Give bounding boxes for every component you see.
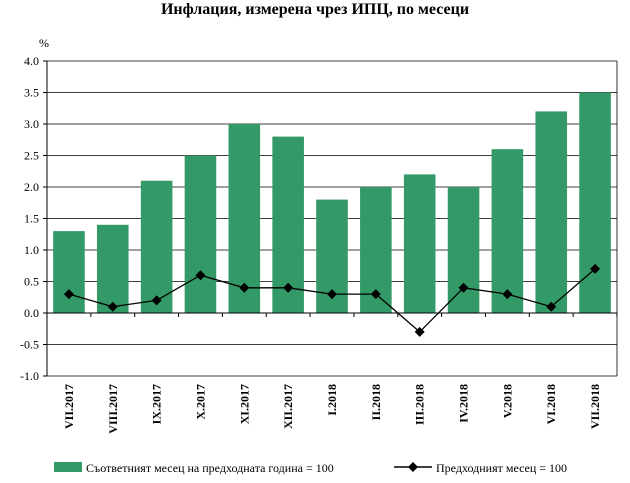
x-tick-label: XI.2017 bbox=[237, 384, 251, 424]
x-tick-labels: VII.2017 VIII.2017 IX.2017 X.2017 XI.2017 XII… bbox=[62, 384, 602, 434]
x-tick-label: V.2018 bbox=[500, 384, 514, 418]
y-tick-label: 0.0 bbox=[24, 306, 39, 320]
x-tick-label: VII.2017 bbox=[62, 384, 76, 429]
chart-title: Инфлация, измерена чрез ИПЦ, по месеци bbox=[160, 1, 470, 18]
x-tick-label: III.2018 bbox=[413, 384, 427, 425]
legend-label-bars: Съответният месец на предходната година … bbox=[86, 461, 334, 475]
bar bbox=[184, 155, 217, 313]
bar bbox=[228, 124, 261, 313]
legend-bar-swatch bbox=[54, 462, 82, 472]
line-marker bbox=[195, 270, 206, 281]
y-tick-label: -1.0 bbox=[20, 369, 39, 383]
bar bbox=[403, 174, 436, 313]
line-marker bbox=[590, 263, 601, 274]
bar bbox=[579, 92, 611, 313]
x-tick-label: I.2018 bbox=[325, 384, 339, 416]
y-tick-label: 1.5 bbox=[24, 212, 39, 226]
line-marker bbox=[283, 282, 294, 293]
x-tick-label: VIII.2017 bbox=[106, 384, 120, 434]
y-tick-label: 1.0 bbox=[24, 243, 39, 257]
y-tick-label: 0.5 bbox=[24, 275, 39, 289]
legend: Съответният месец на предходната година … bbox=[54, 461, 567, 475]
x-tick-label: X.2017 bbox=[193, 384, 207, 420]
x-tick-label: IV.2018 bbox=[457, 384, 471, 423]
legend-diamond-marker bbox=[408, 462, 418, 472]
bar bbox=[491, 149, 524, 313]
bar bbox=[96, 224, 129, 313]
x-tick-label: IX.2017 bbox=[150, 384, 164, 424]
y-axis-unit-label: % bbox=[39, 36, 49, 50]
x-tick-label: VII.2018 bbox=[588, 384, 602, 429]
y-tick-label: 3.0 bbox=[24, 117, 39, 131]
line-marker bbox=[414, 326, 425, 337]
bar bbox=[140, 180, 173, 313]
line-marker bbox=[370, 289, 381, 300]
line-series bbox=[63, 263, 601, 337]
y-tick-label: 4.0 bbox=[24, 54, 39, 68]
line-marker bbox=[151, 295, 162, 306]
bar-series bbox=[53, 92, 611, 314]
y-tick-label: 2.5 bbox=[24, 149, 39, 163]
y-tick-label: 2.0 bbox=[24, 180, 39, 194]
legend-label-line: Предходният месец = 100 bbox=[436, 461, 567, 475]
x-tick-label: VI.2018 bbox=[544, 384, 558, 424]
line-marker bbox=[63, 289, 74, 300]
line-marker bbox=[546, 301, 557, 312]
line-marker bbox=[239, 282, 250, 293]
axes bbox=[43, 60, 618, 377]
bar bbox=[447, 187, 480, 313]
x-tick-label: XII.2017 bbox=[281, 384, 295, 429]
y-tick-label: 3.5 bbox=[24, 86, 39, 100]
line-marker bbox=[327, 289, 337, 300]
line-marker bbox=[502, 289, 513, 300]
line-marker bbox=[107, 301, 118, 312]
y-tick-labels: 4.0 3.5 3.0 2.5 2.0 1.5 1.0 0.5 0.0 -0.5 -1.0 bbox=[20, 54, 39, 383]
line-marker bbox=[458, 282, 469, 293]
x-tick-label: II.2018 bbox=[369, 384, 383, 420]
y-tick-label: -0.5 bbox=[20, 338, 39, 352]
bar bbox=[53, 231, 85, 313]
bar bbox=[535, 111, 568, 314]
